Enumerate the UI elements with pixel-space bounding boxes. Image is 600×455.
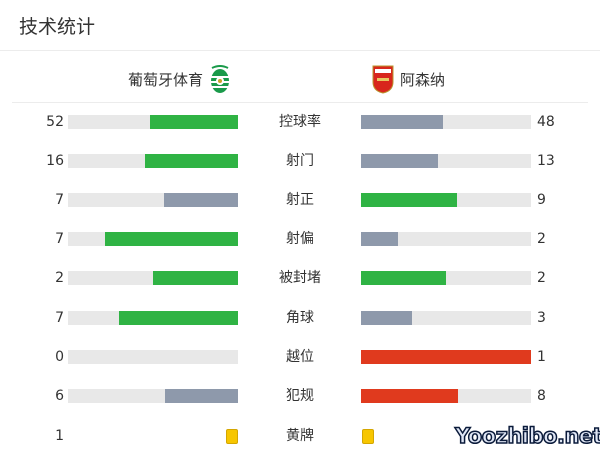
stat-row: 6 犯规 8: [0, 387, 600, 405]
away-value: 8: [537, 388, 546, 404]
stat-row: 2 被封堵 2: [0, 269, 600, 287]
away-bar: [361, 311, 531, 325]
home-bar: [68, 193, 238, 207]
stat-label: 射门: [286, 153, 314, 169]
divider: [0, 50, 600, 51]
away-bar: [361, 389, 531, 403]
away-bar: [361, 232, 531, 246]
home-bar: [68, 271, 238, 285]
home-value: 1: [55, 428, 64, 444]
home-bar: [68, 232, 238, 246]
stat-row: 7 角球 3: [0, 309, 600, 327]
home-bar-fill: [153, 271, 238, 285]
home-bar: [68, 311, 238, 325]
stat-label: 射偏: [286, 231, 314, 247]
away-team-name: 阿森纳: [400, 70, 446, 89]
away-bar: [361, 154, 531, 168]
home-bar-fill: [119, 311, 238, 325]
away-bar: [361, 350, 531, 364]
away-bar-fill: [361, 271, 446, 285]
home-value: 52: [46, 114, 64, 130]
stat-row: 0 越位 1: [0, 348, 600, 366]
stat-row-yellow-cards: 1 黄牌: [0, 427, 600, 445]
stat-row: 7 射偏 2: [0, 230, 600, 248]
home-bar-fill: [144, 154, 238, 168]
home-value: 7: [55, 231, 64, 247]
away-bar-fill: [361, 389, 458, 403]
home-bar-fill: [105, 232, 238, 246]
away-team[interactable]: 阿森纳: [372, 64, 445, 94]
arsenal-crest-icon: [372, 65, 394, 94]
stat-label: 越位: [286, 349, 314, 365]
home-value: 7: [55, 192, 64, 208]
away-value: 13: [537, 153, 555, 169]
stat-row: 7 射正 9: [0, 191, 600, 209]
home-value: 6: [55, 388, 64, 404]
stat-label: 射正: [286, 192, 314, 208]
stat-label: 被封堵: [279, 270, 321, 286]
away-bar-fill: [361, 154, 438, 168]
stat-row: 16 射门 13: [0, 152, 600, 170]
home-value: 2: [55, 270, 64, 286]
home-bar-fill: [149, 115, 238, 129]
away-bar-fill: [361, 115, 443, 129]
sporting-crest-icon: [211, 65, 230, 93]
home-bar: [68, 389, 238, 403]
away-value: 9: [537, 192, 546, 208]
home-team-name: 葡萄牙体育: [128, 70, 204, 89]
away-bar-fill: [361, 350, 531, 364]
section-title: 技术统计: [19, 16, 96, 38]
away-bar: [361, 271, 531, 285]
away-bar-fill: [361, 311, 412, 325]
away-value: 2: [537, 270, 546, 286]
away-value: 48: [537, 114, 555, 130]
away-bar-fill: [361, 232, 399, 246]
away-value: 2: [537, 231, 546, 247]
home-value: 16: [46, 153, 64, 169]
home-team[interactable]: 葡萄牙体育: [128, 64, 231, 94]
away-value: 3: [537, 310, 546, 326]
yellow-card-icon: [362, 429, 374, 444]
stat-label: 黄牌: [286, 428, 314, 444]
yellow-card-icon: [226, 429, 238, 444]
home-bar: [68, 154, 238, 168]
home-value: 7: [55, 310, 64, 326]
stat-row: 52 控球率 48: [0, 113, 600, 131]
away-bar: [361, 193, 531, 207]
stat-label: 角球: [286, 310, 314, 326]
stat-label: 犯规: [286, 388, 314, 404]
home-value: 0: [55, 349, 64, 365]
away-bar: [361, 115, 531, 129]
home-bar: [68, 115, 238, 129]
watermark: Yoozhibo.net: [454, 423, 600, 449]
away-bar-fill: [361, 193, 457, 207]
home-bar-fill: [163, 193, 238, 207]
away-value: 1: [537, 349, 546, 365]
home-bar-fill: [164, 389, 238, 403]
home-bar: [68, 350, 238, 364]
stat-label: 控球率: [279, 114, 321, 130]
divider: [12, 102, 588, 103]
